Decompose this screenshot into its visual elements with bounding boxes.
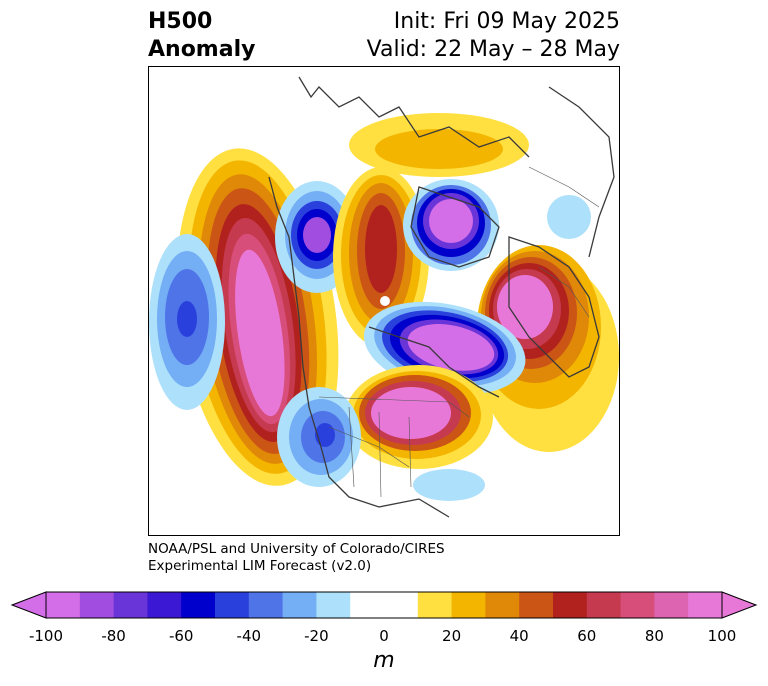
colorbar-bin bbox=[417, 592, 453, 618]
colorbar-bin bbox=[620, 592, 655, 618]
colorbar-bin bbox=[181, 592, 216, 618]
colorbar-bin bbox=[350, 592, 385, 618]
anomaly-pacific-positive bbox=[176, 148, 339, 486]
anomaly-arctic-canada-positive bbox=[333, 113, 529, 347]
map-panel bbox=[148, 66, 620, 536]
colorbar-bin bbox=[451, 592, 486, 618]
credit: NOAA/PSL and University of Colorado/CIRE… bbox=[148, 541, 445, 575]
colorbar-bin bbox=[46, 592, 81, 618]
country-borders bbox=[318, 166, 600, 498]
coastlines bbox=[268, 76, 615, 518]
init-date: Init: Fri 09 May 2025 bbox=[393, 9, 620, 34]
colorbar-bin bbox=[316, 592, 351, 618]
colorbar-bin bbox=[485, 592, 520, 618]
colorbar-bin bbox=[553, 592, 588, 618]
chart-title: H500 Anomaly bbox=[148, 8, 255, 64]
colorbar-tick-label: -40 bbox=[236, 627, 262, 645]
colorbar-tick-label: 0 bbox=[379, 627, 389, 645]
colorbar-tick-label: 60 bbox=[577, 627, 597, 645]
credit-line-2: Experimental LIM Forecast (v2.0) bbox=[148, 558, 372, 574]
colorbar-tick-label: -20 bbox=[304, 627, 329, 645]
anomaly-us-west-negative bbox=[277, 387, 361, 487]
valid-date: Valid: 22 May – 28 May bbox=[366, 37, 620, 62]
colorbar-bin bbox=[654, 592, 689, 618]
colorbar-extend-low bbox=[10, 591, 47, 619]
anomaly-atlantic-positive bbox=[345, 365, 493, 469]
credit-line-1: NOAA/PSL and University of Colorado/CIRE… bbox=[148, 541, 445, 557]
colorbar-bin bbox=[113, 592, 148, 618]
anomaly-map bbox=[149, 76, 619, 518]
colorbar-unit: m bbox=[373, 648, 395, 673]
colorbar-bin bbox=[282, 592, 317, 618]
colorbar-tick-label: -80 bbox=[101, 627, 126, 645]
colorbar-bin bbox=[79, 592, 115, 618]
colorbar bbox=[10, 591, 758, 619]
anomaly-north-pacific-negative bbox=[149, 234, 225, 410]
colorbar-bin bbox=[586, 592, 622, 618]
anomaly-se-us-negative bbox=[413, 469, 485, 501]
colorbar-extend-high bbox=[721, 591, 758, 619]
colorbar-bin bbox=[215, 592, 250, 618]
title-line-2: Anomaly bbox=[148, 37, 256, 62]
colorbar-tick-label: 40 bbox=[509, 627, 529, 645]
colorbar-tick-label: 20 bbox=[442, 627, 462, 645]
colorbar-tick-label: -60 bbox=[168, 627, 194, 645]
anomaly-greenland-negative bbox=[363, 301, 526, 395]
colorbar-tick-label: -100 bbox=[28, 627, 64, 645]
colorbar-bin bbox=[147, 592, 182, 618]
colorbar-bin bbox=[384, 592, 419, 618]
colorbar-bin bbox=[248, 592, 284, 618]
colorbar-bin bbox=[688, 592, 723, 618]
colorbar-tick-label: 80 bbox=[644, 627, 664, 645]
colorbar-frame bbox=[45, 591, 723, 619]
date-info: Init: Fri 09 May 2025 Valid: 22 May – 28… bbox=[367, 8, 620, 64]
title-line-1: H500 bbox=[148, 9, 213, 34]
colorbar-tick-label: 100 bbox=[707, 627, 737, 645]
anomaly-siberia-negative bbox=[403, 179, 591, 271]
colorbar-bin bbox=[519, 592, 554, 618]
